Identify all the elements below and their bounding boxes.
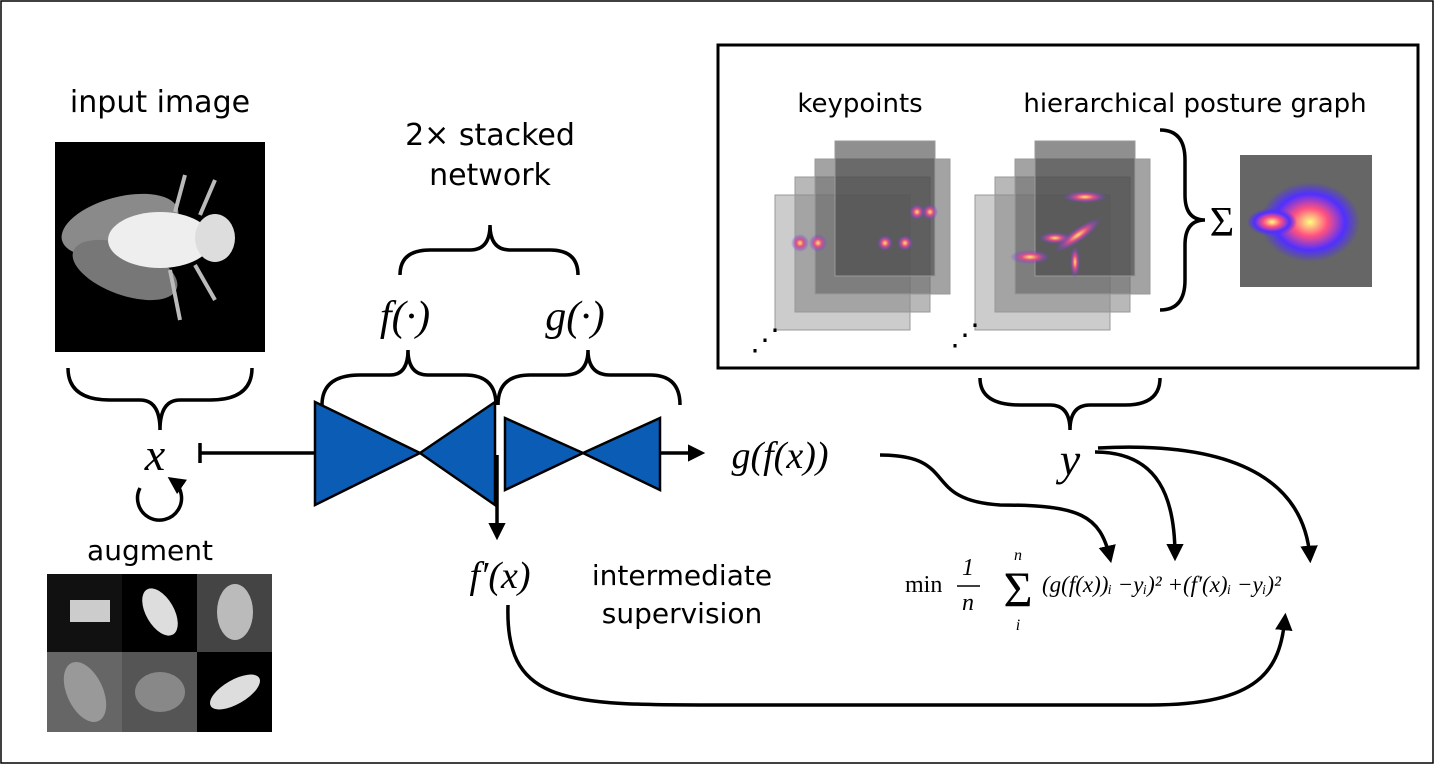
augment-loop bbox=[135, 477, 188, 522]
network-label: 2× stacked bbox=[405, 118, 575, 153]
f-label: f(·) bbox=[380, 294, 430, 340]
network-label: network bbox=[429, 158, 551, 193]
connector bbox=[198, 443, 318, 463]
brace bbox=[66, 367, 254, 431]
arrow bbox=[1097, 445, 1318, 564]
input-image-label: input image bbox=[70, 85, 250, 120]
loss-numerator: 1 bbox=[962, 555, 974, 581]
arrow bbox=[879, 453, 1116, 564]
fpx-label: f′(x) bbox=[469, 555, 530, 597]
augment-tiles bbox=[47, 574, 272, 732]
brace bbox=[496, 349, 682, 406]
ellipsis: ⋰ bbox=[950, 319, 980, 352]
loss-min: min bbox=[905, 572, 942, 598]
brace bbox=[398, 224, 580, 276]
arrow bbox=[506, 604, 1293, 707]
loss-sum: Σ bbox=[1003, 561, 1032, 617]
graph-stack bbox=[974, 140, 1151, 331]
augment-label: augment bbox=[87, 534, 213, 567]
heatmap bbox=[1240, 155, 1372, 287]
fly-image bbox=[55, 142, 265, 352]
intermediate-label: intermediate bbox=[592, 559, 772, 592]
arrow bbox=[1094, 450, 1184, 562]
ellipsis: ⋰ bbox=[750, 324, 780, 357]
var-y: y bbox=[1056, 434, 1081, 485]
intermediate-label: supervision bbox=[602, 597, 762, 630]
graph-label: hierarchical posture graph bbox=[1023, 89, 1366, 119]
g-label: g(·) bbox=[545, 294, 604, 340]
loss-terms: (g(f(x))ᵢ −yᵢ)² +(f′(x)ᵢ −yᵢ)² bbox=[1042, 572, 1282, 597]
loss-upper: n bbox=[1014, 547, 1022, 564]
brace bbox=[978, 377, 1162, 431]
network-shape bbox=[313, 399, 662, 508]
var-x: x bbox=[144, 429, 166, 480]
panel bbox=[716, 43, 1420, 370]
loss-denominator: n bbox=[962, 590, 974, 616]
brace bbox=[1159, 128, 1206, 312]
gfx-label: g(f(x)) bbox=[731, 435, 828, 477]
brace bbox=[320, 349, 498, 406]
loss-lower: i bbox=[1016, 617, 1020, 634]
sum-symbol: Σ bbox=[1210, 200, 1234, 246]
keypoint-stack bbox=[774, 140, 951, 331]
keypoints-label: keypoints bbox=[797, 89, 922, 119]
